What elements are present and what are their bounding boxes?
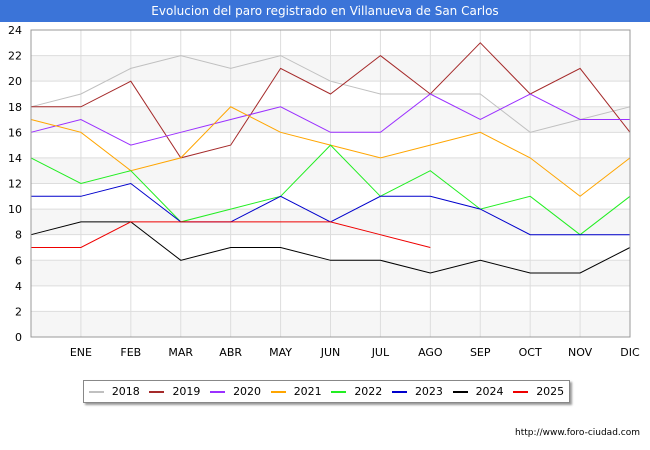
legend-label: 2019 xyxy=(172,385,201,398)
legend-item-2019: 2019 xyxy=(149,385,200,398)
y-tick-label: 14 xyxy=(8,152,22,165)
legend-item-2021: 2021 xyxy=(270,385,322,398)
source-credit: http://www.foro-ciudad.com xyxy=(515,428,640,438)
legend-item-2018: 2018 xyxy=(88,385,140,398)
legend-item-2023: 2023 xyxy=(391,385,443,398)
x-tick-label: JUL xyxy=(371,346,390,359)
legend-label: 2024 xyxy=(475,385,504,398)
plot-area-frame xyxy=(30,29,631,338)
x-tick-label: ABR xyxy=(219,346,242,359)
series-lines xyxy=(30,42,631,274)
y-tick-label: 6 xyxy=(15,254,22,267)
y-tick-label: 20 xyxy=(8,75,22,88)
legend-item-2022: 2022 xyxy=(331,385,382,398)
legend-label: 2023 xyxy=(414,385,443,398)
chart-title: Evolucion del paro registrado en Villanu… xyxy=(0,0,650,22)
legend-item-2025: 2025 xyxy=(513,385,564,398)
y-tick-label: 8 xyxy=(15,229,22,242)
series-line-2018 xyxy=(30,55,631,133)
x-tick-label: NOV xyxy=(568,346,593,359)
legend-swatch xyxy=(210,390,226,393)
y-tick-label: 10 xyxy=(8,203,22,216)
legend-label: 2025 xyxy=(536,385,565,398)
y-tick-label: 16 xyxy=(8,126,22,139)
legend-swatch xyxy=(270,390,286,393)
x-tick-label: MAY xyxy=(269,346,292,359)
legend-label: 2022 xyxy=(354,385,383,398)
legend-swatch xyxy=(88,390,104,393)
legend-swatch xyxy=(149,390,165,393)
series-line-2022 xyxy=(30,144,631,236)
legend-item-2020: 2020 xyxy=(210,385,261,398)
legend-item-2024: 2024 xyxy=(452,385,504,398)
legend-swatch xyxy=(331,390,347,393)
x-tick-label: AGO xyxy=(418,346,443,359)
legend-label: 2020 xyxy=(233,385,262,398)
legend: 2018 2019 2020 2021 2022 2023 2024 2025 xyxy=(83,380,570,403)
legend-swatch xyxy=(391,390,407,393)
x-axis-tick-labels: ENE FEB MAR ABR MAY JUN JUL AGO SEP OCT NOV DIC xyxy=(70,346,640,359)
x-tick-label: SEP xyxy=(470,346,491,359)
legend-swatch xyxy=(513,390,529,393)
legend-label: 2018 xyxy=(111,385,140,398)
y-tick-label: 4 xyxy=(15,280,22,293)
y-tick-label: 22 xyxy=(8,50,22,63)
y-tick-label: 12 xyxy=(8,178,22,191)
y-tick-label: 0 xyxy=(15,331,22,344)
x-tick-label: FEB xyxy=(120,346,141,359)
y-tick-label: 2 xyxy=(15,305,22,318)
y-tick-label: 24 xyxy=(8,24,22,37)
x-tick-label: MAR xyxy=(168,346,193,359)
series-line-2020 xyxy=(30,93,630,146)
x-tick-label: JUN xyxy=(320,346,341,359)
y-tick-label: 18 xyxy=(8,101,22,114)
legend-swatch xyxy=(452,390,468,393)
x-tick-label: ENE xyxy=(70,346,92,359)
series-line-2025 xyxy=(31,221,431,248)
x-tick-label: DIC xyxy=(620,346,640,359)
x-tick-label: OCT xyxy=(519,346,542,359)
legend-label: 2021 xyxy=(293,385,322,398)
